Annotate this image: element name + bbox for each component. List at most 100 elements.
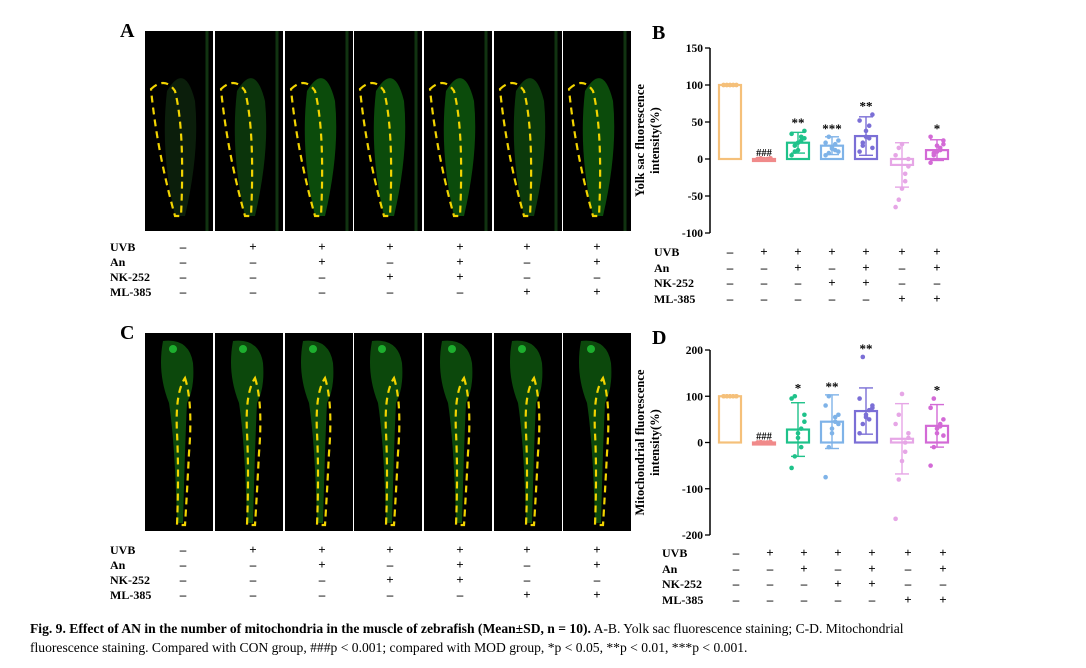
treatment-sign: + (593, 254, 601, 269)
treatment-sign: – (904, 576, 912, 591)
data-point (768, 155, 773, 161)
chart-mitochondrial-fluorescence: Mitochondrial fluorescenceintensity(%) -2… (633, 341, 950, 542)
significance-label: ### (756, 148, 773, 159)
data-point (789, 396, 794, 401)
treatment-sign: – (523, 572, 531, 587)
treatment-label: UVB (110, 240, 136, 254)
data-point (857, 396, 862, 401)
data-point (857, 149, 862, 154)
data-point (899, 391, 905, 397)
treatment-sign: – (868, 591, 876, 607)
data-point (823, 153, 828, 158)
data-point (870, 405, 875, 411)
caption-text: A-B. Yolk sac fluorescence staining; C-D… (590, 621, 904, 636)
data-point (724, 393, 730, 399)
treatment-sign: + (523, 587, 531, 602)
y-tick-label: 100 (686, 391, 704, 403)
fish-micrograph (215, 333, 283, 531)
data-point (829, 144, 835, 150)
significance-label: ** (860, 341, 873, 356)
treatment-sign: + (249, 542, 257, 557)
significance-label: * (934, 383, 941, 398)
treatment-sign: + (933, 290, 941, 306)
y-axis-label: Yolk sac fluorescenceintensity(%) (633, 84, 662, 197)
treatment-table-a: UVB – + + + + + + An – – + – + – + NK-252– – – + + – – ML-385– –… (110, 239, 630, 306)
treatment-sign: + (523, 239, 531, 254)
treatment-label: UVB (654, 245, 680, 259)
treatment-sign: – (179, 542, 187, 557)
treatment-sign: + (249, 239, 257, 254)
panel-label-c: C (120, 322, 135, 344)
data-point (928, 160, 933, 165)
treatment-sign: + (933, 244, 941, 259)
data-point (792, 143, 798, 148)
treatment-sign: + (862, 259, 870, 275)
fish-micrograph (494, 333, 562, 531)
y-axis-label: Mitochondrial fluorescenceintensity(%) (633, 369, 662, 515)
treatment-sign: – (794, 275, 802, 290)
data-point (802, 135, 807, 141)
data-point (937, 421, 943, 427)
data-point (826, 134, 832, 140)
data-point (928, 463, 933, 468)
data-point (941, 433, 946, 438)
data-point (802, 412, 807, 418)
data-point (730, 393, 736, 399)
treatment-sign: + (794, 259, 802, 275)
treatment-sign: – (456, 284, 464, 299)
treatment-sign: – (386, 587, 394, 602)
data-point (863, 412, 869, 418)
y-tick-label: -50 (688, 191, 704, 203)
data-point (866, 123, 872, 128)
y-tick-label: -100 (682, 228, 703, 240)
treatment-sign: + (386, 542, 394, 557)
data-point (931, 396, 937, 401)
fish-micrograph (563, 31, 631, 231)
treatment-sign: + (898, 290, 906, 306)
data-point (870, 145, 875, 151)
treatment-sign: – (179, 587, 187, 602)
treatment-sign: + (456, 557, 464, 572)
treatment-sign: – (760, 259, 768, 275)
data-point (866, 407, 872, 413)
treatment-sign: – (794, 290, 802, 306)
treatment-label: An (110, 255, 126, 269)
treatment-label: NK-252 (110, 573, 150, 587)
data-point (724, 82, 730, 88)
data-point (761, 156, 767, 162)
data-point (902, 178, 908, 184)
fish-micrograph (285, 31, 353, 231)
y-tick-label: 0 (697, 438, 703, 450)
treatment-label: UVB (110, 543, 136, 557)
treatment-sign: – (732, 545, 740, 560)
treatment-label: ML-385 (662, 592, 704, 607)
panel-label-a: A (120, 20, 135, 42)
treatment-sign: + (318, 254, 326, 269)
data-point (836, 149, 841, 154)
significance-label: * (795, 380, 802, 395)
data-point (836, 412, 841, 418)
data-point (893, 153, 898, 158)
data-point (727, 393, 733, 399)
data-point (792, 454, 798, 459)
treatment-sign: + (386, 572, 394, 587)
treatment-sign: – (318, 587, 326, 602)
treatment-sign: – (249, 254, 257, 269)
treatment-sign: – (898, 275, 906, 290)
treatment-label: ML-385 (654, 291, 696, 306)
chart-yolk-sac-fluorescence: Yolk sac fluorescenceintensity(%) -100 -50… (633, 43, 950, 240)
significance-label: *** (822, 121, 842, 136)
panel-label-d: D (652, 327, 667, 349)
treatment-sign: + (800, 560, 808, 576)
bar (717, 395, 743, 444)
data-point (860, 354, 866, 360)
data-point (789, 153, 794, 158)
data-point (928, 405, 933, 411)
treatment-table-b: UVB – + + + + + + An – – + – + – + NK-252– – – + + – – ML-385– –… (654, 244, 964, 311)
figure-caption: Fig. 9. Effect of AN in the number of mi… (30, 620, 1065, 657)
treatment-label: NK-252 (662, 577, 702, 591)
significance-label: ** (792, 115, 805, 130)
fish-micrograph (563, 333, 631, 531)
treatment-sign: + (593, 557, 601, 572)
data-point (902, 440, 908, 445)
